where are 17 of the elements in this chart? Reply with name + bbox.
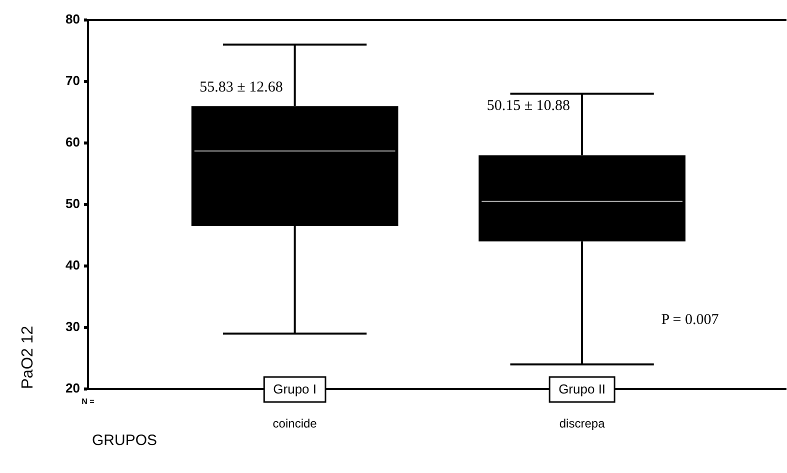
y-tick-label: 20 [66, 380, 80, 396]
y-tick-label: 30 [66, 319, 80, 334]
annotation: Grupo II [558, 382, 606, 397]
x-tick-label: coincide [272, 416, 318, 431]
x-tick-label: discrepa [559, 416, 606, 431]
y-tick-label: 80 [66, 12, 80, 27]
y-tick-label: 60 [66, 134, 80, 150]
annotation: 50.15 ± 10.88 [486, 98, 570, 114]
y-tick-label: 40 [66, 258, 80, 273]
annotation: Grupo I [273, 382, 316, 397]
text: N = [82, 397, 95, 406]
annotation: P = 0.007 [661, 312, 720, 328]
y-tick-label: 50 [66, 196, 80, 212]
annotation: 55.83 ± 12.68 [200, 80, 283, 96]
y-axis-title: PaO2 12 [19, 326, 36, 389]
x-axis-title: GRUPOS [92, 432, 158, 450]
y-tick-label: 70 [66, 73, 80, 88]
